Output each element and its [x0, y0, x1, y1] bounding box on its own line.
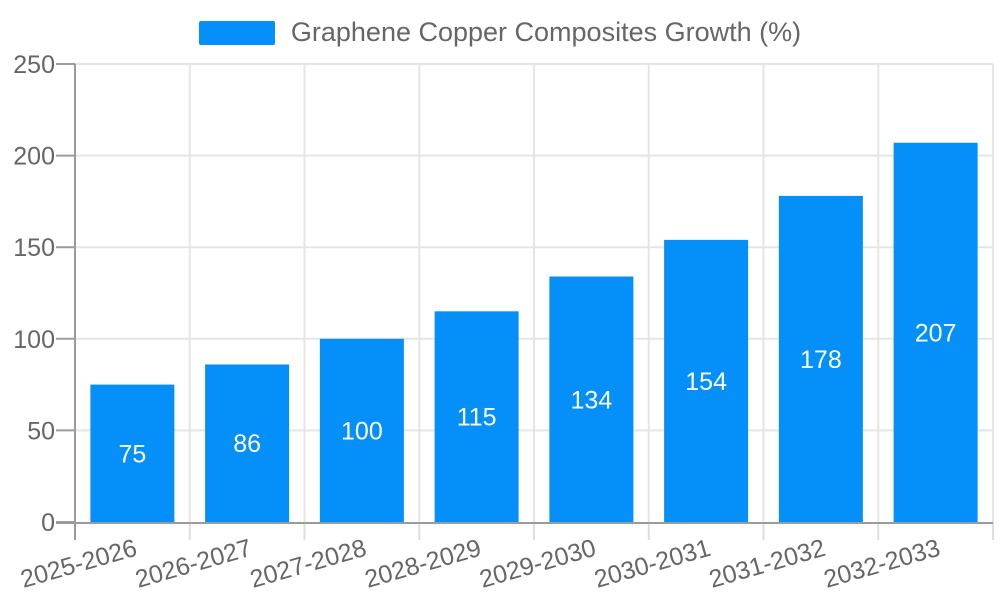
- x-axis-label: 2026-2027: [132, 534, 255, 594]
- bar-2029-2030[interactable]: [549, 276, 634, 522]
- x-axis-label: 2025-2026: [17, 534, 140, 594]
- bar-value-label: 154: [685, 368, 727, 396]
- bar-2030-2031[interactable]: [664, 239, 749, 522]
- bar-2027-2028[interactable]: [319, 338, 404, 522]
- bar-value-label: 115: [457, 404, 497, 432]
- y-axis-label: 250: [13, 51, 55, 79]
- legend-item[interactable]: Graphene Copper Composites Growth (%): [198, 17, 802, 48]
- bar-2032-2033[interactable]: [893, 142, 978, 522]
- bar-2025-2026[interactable]: [90, 384, 175, 522]
- legend-label: Graphene Copper Composites Growth (%): [290, 17, 802, 47]
- bar-value-label: 207: [915, 319, 957, 347]
- bar-value-label: 75: [118, 440, 146, 468]
- bar-2028-2029[interactable]: [434, 311, 519, 522]
- bar-value-label: 134: [571, 386, 613, 414]
- y-axis-label: 50: [27, 417, 55, 445]
- legend-marker-icon: [198, 20, 275, 45]
- bar-2031-2032[interactable]: [778, 195, 863, 523]
- x-axis-label: 2031-2032: [706, 534, 829, 594]
- x-axis-label: 2028-2029: [362, 534, 485, 594]
- x-axis-label: 2029-2030: [476, 534, 599, 594]
- y-axis-label: 150: [13, 234, 55, 262]
- y-axis-label: 200: [13, 143, 55, 171]
- legend: Graphene Copper Composites Growth (%): [0, 17, 1000, 48]
- y-axis-label: 0: [41, 509, 55, 537]
- x-axis-label: 2030-2031: [591, 534, 714, 594]
- x-axis-label: 2032-2033: [821, 534, 944, 594]
- bar-value-label: 100: [341, 417, 383, 445]
- x-axis-label: 2027-2028: [247, 534, 370, 594]
- bar-2026-2027[interactable]: [205, 364, 290, 522]
- bar-value-label: 178: [800, 346, 842, 374]
- bar-value-label: 86: [233, 430, 261, 458]
- y-axis-label: 100: [13, 326, 55, 354]
